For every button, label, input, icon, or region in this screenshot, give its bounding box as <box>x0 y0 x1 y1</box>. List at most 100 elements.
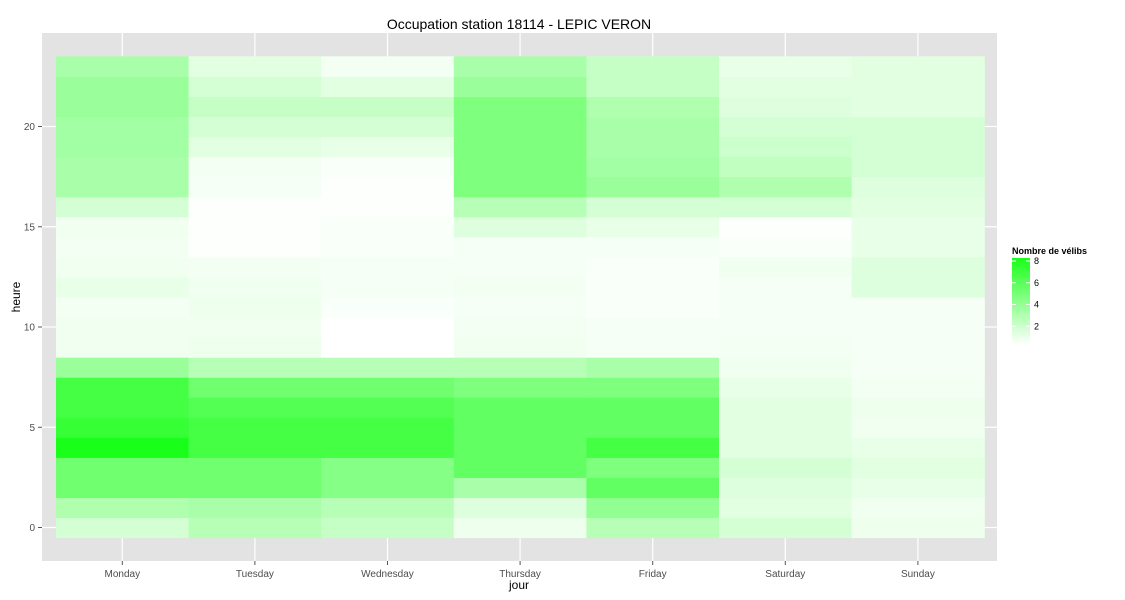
legend-color-step <box>1012 331 1030 335</box>
heatmap-cell <box>453 156 587 178</box>
heatmap-cell <box>321 216 455 238</box>
heatmap-cell <box>56 256 190 278</box>
heatmap-cell <box>586 196 720 218</box>
heatmap-cell <box>719 76 853 98</box>
heatmap-cell <box>851 156 985 178</box>
heatmap-cell <box>851 296 985 318</box>
heatmap-cell <box>586 377 720 398</box>
heatmap-cell <box>321 276 455 298</box>
legend-color-step <box>1012 258 1030 261</box>
y-tick-label: 15 <box>24 222 36 233</box>
y-tick-label: 10 <box>24 323 36 334</box>
heatmap-cell <box>851 377 985 398</box>
x-tick-label: Sunday <box>901 569 935 580</box>
heatmap-cell <box>851 276 985 298</box>
heatmap-cell <box>453 296 587 318</box>
heatmap-cell <box>719 276 853 298</box>
heatmap-cell <box>188 156 322 178</box>
heatmap-cell <box>453 236 587 258</box>
heatmap-cell <box>586 76 720 98</box>
heatmap-cell <box>56 377 190 398</box>
heatmap-cell <box>586 477 720 499</box>
heatmap-cell <box>56 497 190 519</box>
heatmap-cell <box>56 116 190 138</box>
heatmap-cell <box>851 497 985 519</box>
heatmap-cell <box>586 116 720 138</box>
heatmap-cell <box>188 136 322 158</box>
heatmap-cell <box>719 236 853 258</box>
heatmap-cell <box>188 497 322 519</box>
heatmap-cell <box>453 316 587 338</box>
heatmap-cell <box>321 437 455 458</box>
heatmap-cell <box>453 76 587 98</box>
heatmap-cell <box>453 517 587 539</box>
legend-color-step <box>1012 334 1030 337</box>
heatmap-cell <box>453 457 587 478</box>
heatmap-cell <box>321 56 455 77</box>
heatmap-cell <box>851 357 985 378</box>
heatmap-cell <box>56 517 190 539</box>
heatmap-cell <box>56 56 190 77</box>
heatmap-cell <box>719 357 853 378</box>
heatmap-cell <box>56 437 190 458</box>
heatmap-cell <box>851 236 985 258</box>
heatmap-cell <box>586 417 720 438</box>
heatmap-cell <box>188 116 322 138</box>
legend-color-step <box>1012 301 1030 305</box>
heatmap-cell <box>851 517 985 539</box>
heatmap-cell <box>188 216 322 238</box>
heatmap-cell <box>56 397 190 418</box>
heatmap-cell <box>719 156 853 178</box>
legend-color-step <box>1012 286 1030 289</box>
legend-color-step <box>1012 340 1030 344</box>
heatmap-cell <box>719 296 853 318</box>
legend-color-step <box>1012 268 1030 272</box>
legend-color-step <box>1012 279 1030 283</box>
heatmap-cell <box>321 357 455 378</box>
heatmap-cell <box>586 397 720 418</box>
heatmap-cell <box>719 337 853 358</box>
heatmap-cell <box>56 276 190 298</box>
heatmap-cell <box>851 96 985 118</box>
heatmap-cell <box>453 377 587 398</box>
heatmap-cell <box>851 176 985 198</box>
heatmap-cell <box>851 477 985 499</box>
heatmap-cell <box>719 377 853 398</box>
heatmap-cell <box>321 76 455 98</box>
heatmap-cell <box>586 136 720 158</box>
heatmap-cell <box>453 357 587 378</box>
heatmap-cell <box>851 457 985 478</box>
legend-color-step <box>1012 310 1030 313</box>
heatmap-cell <box>586 56 720 77</box>
x-tick-label: Saturday <box>765 569 805 580</box>
heatmap-cell <box>453 176 587 198</box>
legend-color-step <box>1012 284 1030 287</box>
heatmap-cell <box>56 457 190 478</box>
heatmap-cell <box>188 397 322 418</box>
heatmap-cell <box>851 116 985 138</box>
legend-color-step <box>1012 316 1030 320</box>
legend-title: Nombre de vélibs <box>1012 246 1087 256</box>
heatmap-cell <box>719 136 853 158</box>
heatmap-cell <box>56 176 190 198</box>
heatmap-cell <box>56 96 190 118</box>
heatmap-cell <box>453 256 587 278</box>
heatmap-cell <box>56 296 190 318</box>
heatmap-cell <box>321 457 455 478</box>
legend-color-step <box>1012 281 1030 285</box>
legend-color-step <box>1012 290 1030 294</box>
legend-color-step <box>1012 321 1030 324</box>
heatmap-cell <box>719 176 853 198</box>
heatmap-cell <box>188 377 322 398</box>
heatmap-cell <box>56 196 190 218</box>
y-tick-label: 20 <box>24 122 36 133</box>
heatmap-cell <box>453 477 587 499</box>
y-axis-title: heure <box>9 281 23 312</box>
heatmap-cell <box>719 517 853 539</box>
heatmap-cell <box>851 337 985 358</box>
legend-color-step <box>1012 275 1030 279</box>
legend-color-step <box>1012 338 1030 342</box>
legend-color-step <box>1012 277 1030 281</box>
legend-color-step <box>1012 312 1030 316</box>
